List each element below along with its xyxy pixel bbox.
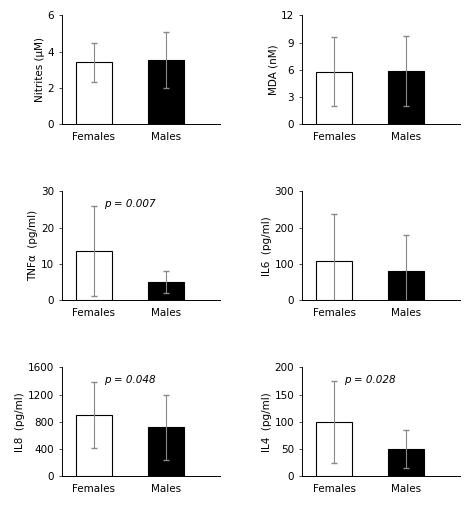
Bar xyxy=(316,72,352,124)
Bar xyxy=(388,71,424,124)
Bar xyxy=(148,60,184,124)
Y-axis label: Nitrites (μM): Nitrites (μM) xyxy=(35,37,45,102)
Bar xyxy=(148,427,184,476)
Y-axis label: IL8  (pg/ml): IL8 (pg/ml) xyxy=(15,392,25,452)
Bar xyxy=(76,251,112,300)
Bar xyxy=(76,415,112,476)
Text: p = 0.028: p = 0.028 xyxy=(344,375,396,385)
Bar xyxy=(388,449,424,476)
Bar xyxy=(316,422,352,476)
Y-axis label: TNFα  (pg/ml): TNFα (pg/ml) xyxy=(28,210,38,281)
Y-axis label: IL6  (pg/ml): IL6 (pg/ml) xyxy=(262,216,272,275)
Y-axis label: MDA (nM): MDA (nM) xyxy=(268,45,278,95)
Text: p = 0.007: p = 0.007 xyxy=(104,199,155,209)
Bar xyxy=(76,62,112,124)
Bar xyxy=(388,271,424,300)
Y-axis label: IL4  (pg/ml): IL4 (pg/ml) xyxy=(262,392,272,452)
Bar xyxy=(148,282,184,300)
Bar xyxy=(316,261,352,300)
Text: p = 0.048: p = 0.048 xyxy=(104,375,155,385)
